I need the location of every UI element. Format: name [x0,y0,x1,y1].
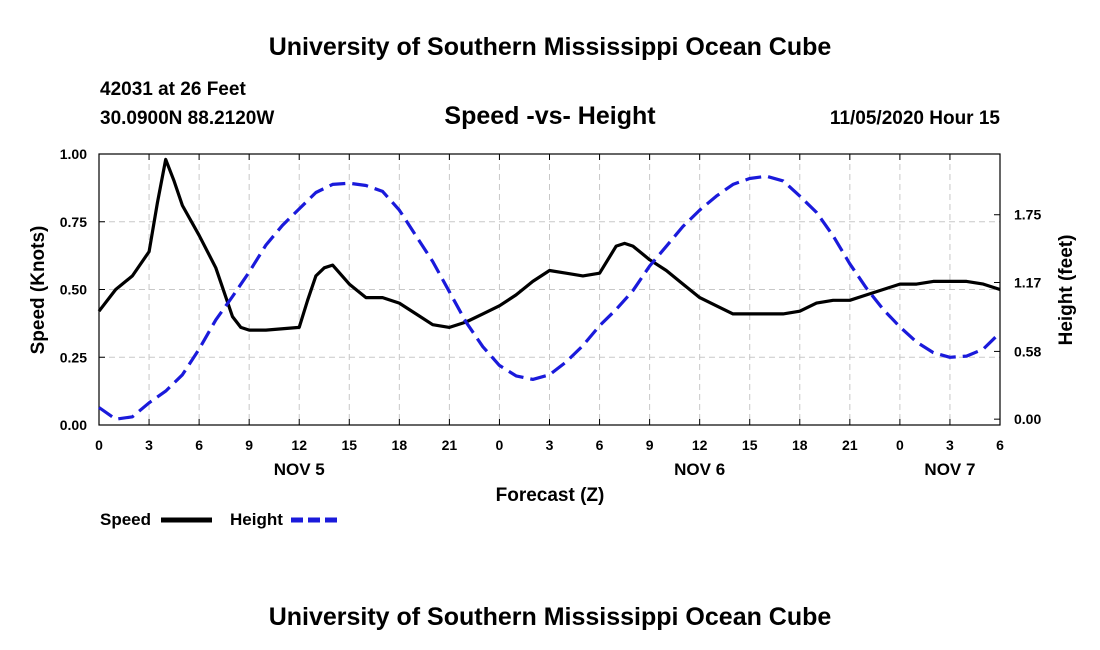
y-axis-title: Speed (Knots) [28,226,49,355]
y-tick-label: 1.00 [60,146,87,162]
x-tick-label: 15 [742,437,758,453]
x-tick-label: 3 [145,437,153,453]
x-tick-label: 21 [842,437,858,453]
x-tick-label: 18 [792,437,808,453]
x-tick-label: 9 [646,437,654,453]
legend: Speed Height [100,510,342,529]
x-tick-label: 6 [596,437,604,453]
axes [98,153,1001,426]
x-tick-label: 3 [946,437,954,453]
footer-title: University of Southern Mississippi Ocean… [269,603,832,631]
tick-labels: 0 3 6 9 12 15 18 21 0 3 6 9 12 15 18 21 0 3 6 0.00 0.25 0.50 0… [60,146,1042,479]
x-tick-label: 0 [896,437,904,453]
x-tick-label: 6 [195,437,203,453]
data-series [97,157,1002,421]
datetime-label: 11/05/2020 Hour 15 [830,108,1000,129]
page-title: University of Southern Mississippi Ocean… [269,33,832,61]
speed-series-line [97,157,1001,332]
x-tick-label: 0 [496,437,504,453]
date-label: NOV 6 [674,460,725,479]
y2-axis-title: Height (feet) [1056,235,1077,346]
x-tick-label: 18 [392,437,408,453]
x-tick-label: 6 [996,437,1004,453]
y-tick-label: 0.25 [60,349,87,365]
grid-lines [99,154,1000,425]
x-tick-label: 15 [341,437,357,453]
y2-tick-label: 1.75 [1014,207,1041,223]
y-tick-label: 0.00 [60,417,87,433]
y2-tick-label: 0.00 [1014,411,1041,427]
station-label: 42031 at 26 Feet [100,79,246,100]
x-tick-label: 0 [95,437,103,453]
x-tick-label: 3 [546,437,554,453]
date-label: NOV 5 [274,460,325,479]
y-tick-label: 0.50 [60,282,87,298]
height-series-line [98,174,1002,421]
date-label: NOV 7 [924,460,975,479]
chart-title: Speed -vs- Height [444,102,656,130]
y2-tick-label: 1.17 [1014,274,1041,290]
x-tick-label: 9 [245,437,253,453]
y2-tick-label: 0.58 [1014,343,1041,359]
x-tick-label: 12 [692,437,708,453]
x-tick-label: 12 [291,437,307,453]
x-axis-title: Forecast (Z) [496,485,605,506]
legend-height-label: Height [230,510,283,529]
y-tick-label: 0.75 [60,214,87,230]
x-tick-label: 21 [442,437,458,453]
location-label: 30.0900N 88.2120W [100,108,274,129]
legend-speed-label: Speed [100,510,151,529]
